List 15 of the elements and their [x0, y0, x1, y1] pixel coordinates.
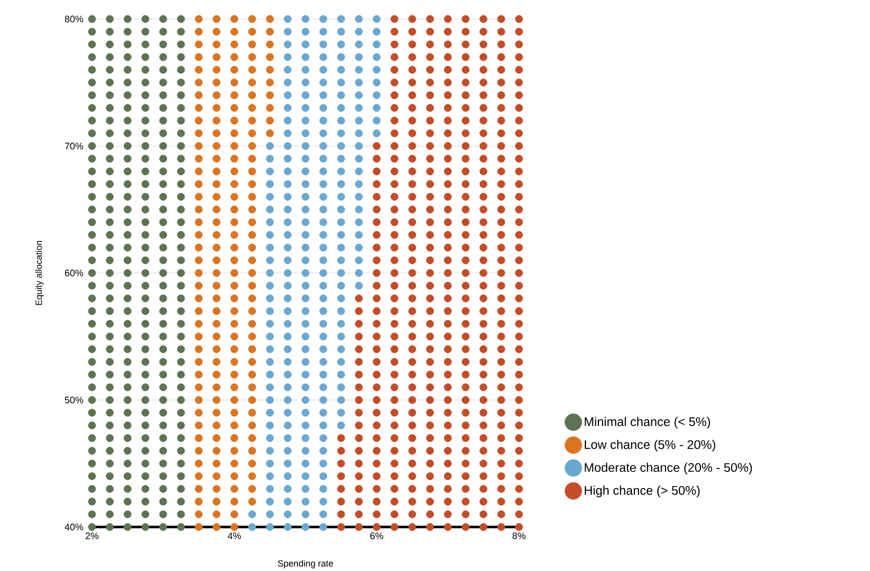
- y-tick-label: 60%: [65, 270, 84, 276]
- legend-label: High chance (> 50%): [584, 486, 700, 498]
- x-tick-label: 8%: [512, 532, 526, 540]
- y-tick-label: 80%: [64, 16, 84, 22]
- x-tick-label: 6%: [370, 532, 384, 540]
- x-tick-label: 2%: [86, 532, 98, 540]
- legend-label: Low chance (5% - 20%): [584, 440, 716, 452]
- y-tick-label: 50%: [64, 396, 84, 404]
- x-tick-label: 4%: [228, 532, 241, 540]
- y-axis-title: Equity allocation: [35, 240, 44, 305]
- y-tick-label: 70%: [65, 142, 84, 150]
- legend-label: Moderate chance (20% - 50%): [584, 462, 752, 474]
- y-tick-label: 40%: [64, 524, 84, 530]
- legend-label: Minimal chance (< 5%): [584, 416, 710, 429]
- x-axis-title: Spending rate: [278, 560, 334, 568]
